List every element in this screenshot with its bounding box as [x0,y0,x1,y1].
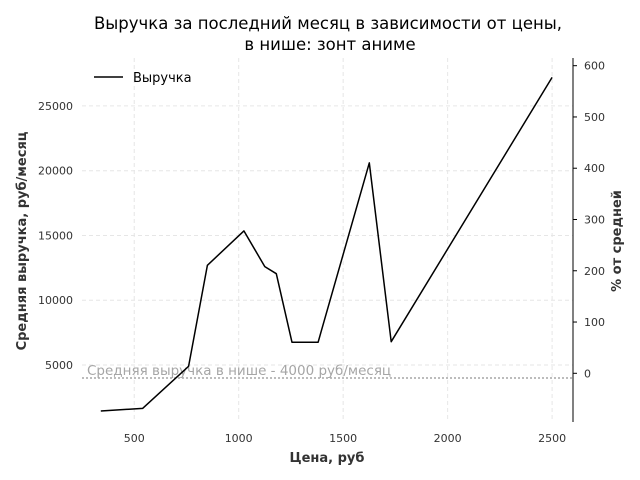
right-tick-label: 600 [584,60,605,73]
reference-line-label: Средняя выручка в нише - 4000 руб/месяц [87,363,391,379]
right-axis-ticks: 0 100 200 300 400 500 600 [572,58,605,422]
x-tick-label: 1500 [329,432,357,445]
x-tick-label: 2000 [434,432,462,445]
x-axis-ticks: 500 1000 1500 2000 2500 [124,432,566,445]
chart-title-line-2: в нише: зонт аниме [244,35,415,54]
series-group [100,77,553,412]
right-tick-label: 100 [584,316,605,329]
right-tick-label: 400 [584,162,605,175]
y-tick-label: 20000 [38,165,73,178]
reference-line-group: Средняя выручка в нише - 4000 руб/месяц [82,363,573,379]
right-tick-label: 500 [584,111,605,124]
x-tick-label: 1000 [225,432,253,445]
x-axis-label: Цена, руб [290,451,365,466]
legend: Выручка [94,71,192,86]
right-tick-label: 300 [584,213,605,226]
right-axis-label: % от средней [610,190,625,292]
right-tick-label: 0 [584,367,591,380]
chart-title-line-1: Выручка за последний месяц в зависимости… [94,14,562,33]
y-tick-label: 10000 [38,294,73,307]
grid [82,58,573,422]
y-axis-label: Средняя выручка, руб/месяц [15,131,30,350]
y-tick-label: 25000 [38,100,73,113]
y-tick-label: 5000 [45,359,73,372]
y-axis-ticks: 5000 10000 15000 20000 25000 [38,100,73,372]
y-tick-label: 15000 [38,229,73,242]
series-line [100,77,553,412]
legend-label: Выручка [133,71,192,86]
x-tick-label: 2500 [538,432,566,445]
right-tick-label: 200 [584,265,605,278]
x-tick-label: 500 [124,432,145,445]
